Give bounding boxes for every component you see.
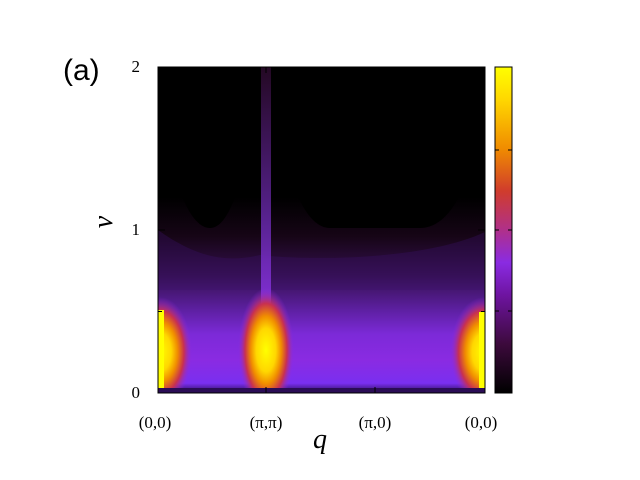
hot-strip-right [479, 312, 485, 392]
panel-label: (a) [63, 54, 100, 87]
y-axis-title: ν [88, 215, 119, 228]
dark-region-right [272, 67, 485, 228]
hotspot-center [238, 288, 294, 393]
tick-marks [157, 66, 486, 394]
x-tick-label-1: (0,0) [139, 413, 172, 432]
x-axis-title: q [313, 424, 327, 455]
heatmap-area [158, 67, 485, 393]
bottom-edge [158, 388, 485, 393]
hotspot-right [450, 297, 485, 393]
x-tick-label-2: (π,π) [250, 413, 283, 432]
mid-layer [158, 230, 485, 290]
y-tick-label-0: 0 [132, 383, 141, 402]
x-tick-label-3: (π,0) [359, 413, 392, 432]
x-tick-label-4: (0,0) [465, 413, 498, 432]
colorbar-ticks [495, 149, 512, 312]
hot-strip-left [158, 310, 164, 392]
spike-pipi [261, 67, 271, 393]
y-tick-label-2: 2 [132, 57, 141, 76]
hotspot-left [158, 297, 192, 393]
y-tick-label-1: 1 [132, 220, 141, 239]
dark-region-left [158, 67, 262, 228]
